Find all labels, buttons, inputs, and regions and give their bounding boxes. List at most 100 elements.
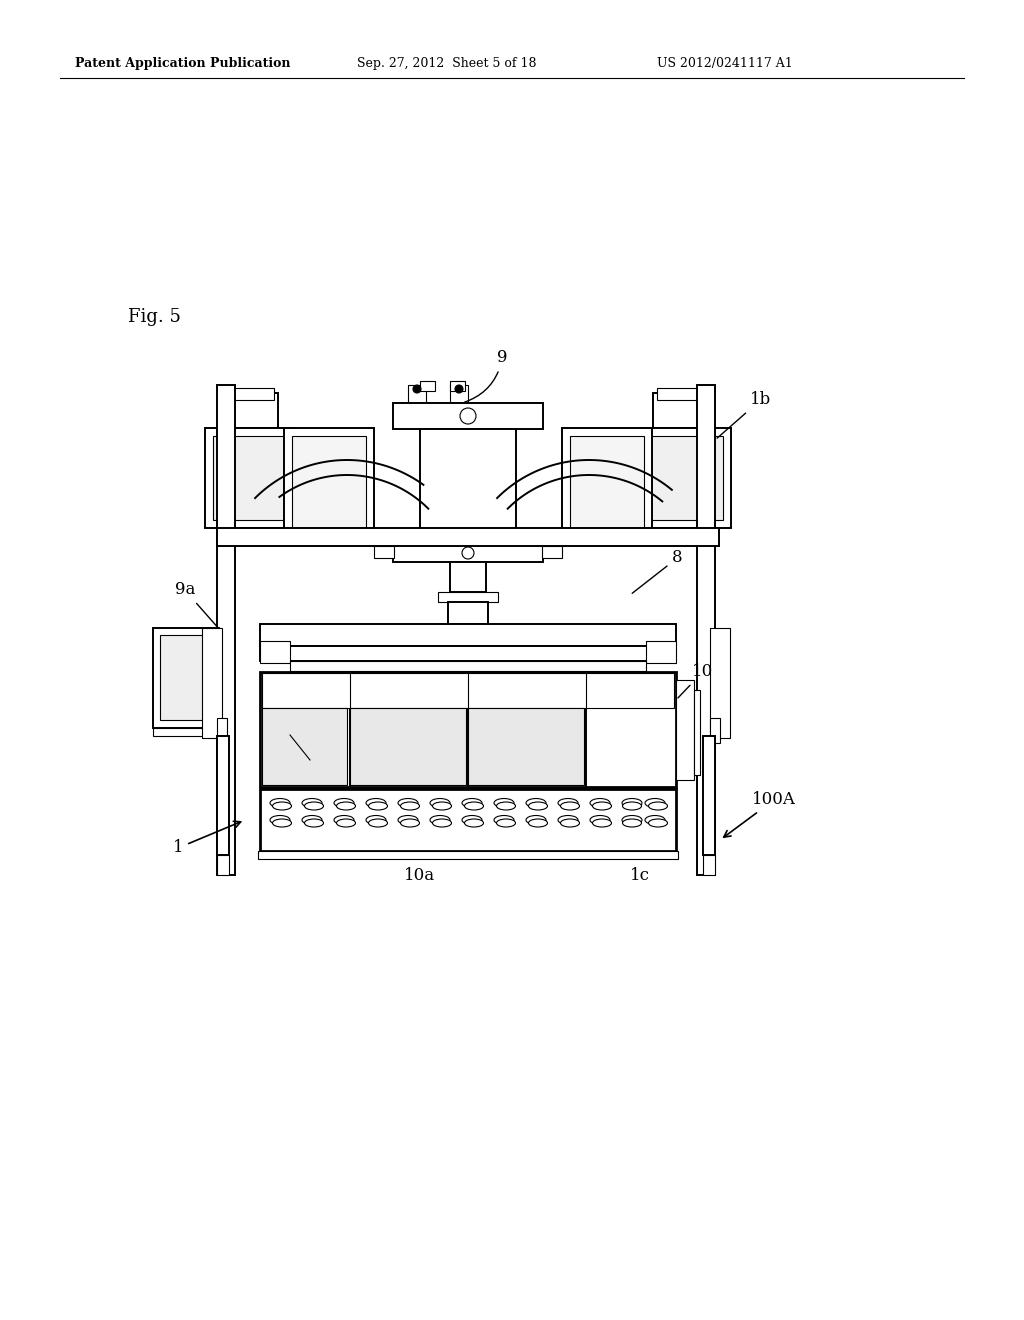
Ellipse shape bbox=[528, 803, 548, 810]
Bar bbox=[374, 546, 394, 558]
Bar bbox=[290, 661, 646, 671]
Circle shape bbox=[455, 385, 463, 393]
Ellipse shape bbox=[366, 816, 386, 825]
Ellipse shape bbox=[337, 803, 355, 810]
Text: 9a: 9a bbox=[175, 582, 218, 628]
Ellipse shape bbox=[623, 818, 641, 828]
Ellipse shape bbox=[526, 816, 546, 825]
Bar bbox=[703, 737, 715, 855]
Ellipse shape bbox=[528, 818, 548, 828]
Ellipse shape bbox=[494, 799, 514, 808]
Ellipse shape bbox=[645, 799, 665, 808]
Ellipse shape bbox=[369, 818, 387, 828]
Ellipse shape bbox=[398, 799, 418, 808]
Text: 100A: 100A bbox=[724, 792, 796, 837]
Ellipse shape bbox=[465, 818, 483, 828]
Bar bbox=[570, 436, 644, 531]
Text: Patent Application Publication: Patent Application Publication bbox=[75, 57, 291, 70]
Ellipse shape bbox=[270, 816, 290, 825]
Ellipse shape bbox=[526, 799, 546, 808]
Ellipse shape bbox=[558, 816, 578, 825]
Text: 1c: 1c bbox=[630, 867, 650, 884]
Ellipse shape bbox=[430, 799, 450, 808]
Bar bbox=[420, 429, 516, 544]
Ellipse shape bbox=[648, 803, 668, 810]
Ellipse shape bbox=[645, 816, 665, 825]
Bar bbox=[260, 624, 676, 645]
Bar bbox=[450, 562, 486, 591]
Bar bbox=[217, 385, 234, 875]
Ellipse shape bbox=[462, 799, 482, 808]
Bar bbox=[393, 544, 543, 562]
Ellipse shape bbox=[272, 803, 292, 810]
Ellipse shape bbox=[497, 818, 515, 828]
Ellipse shape bbox=[560, 803, 580, 810]
Bar bbox=[676, 680, 694, 780]
Bar bbox=[651, 436, 723, 520]
Ellipse shape bbox=[648, 818, 668, 828]
Text: 10: 10 bbox=[678, 664, 714, 698]
Bar bbox=[258, 851, 678, 859]
Ellipse shape bbox=[593, 803, 611, 810]
Ellipse shape bbox=[430, 816, 450, 825]
Bar bbox=[450, 385, 468, 403]
Bar bbox=[646, 642, 676, 663]
Bar bbox=[160, 635, 212, 719]
Bar bbox=[217, 528, 719, 546]
Bar bbox=[449, 602, 488, 624]
Bar bbox=[262, 708, 347, 785]
Ellipse shape bbox=[398, 816, 418, 825]
Bar bbox=[224, 388, 274, 400]
Ellipse shape bbox=[465, 803, 483, 810]
Ellipse shape bbox=[462, 816, 482, 825]
Bar bbox=[710, 718, 720, 743]
Ellipse shape bbox=[334, 799, 354, 808]
Bar bbox=[703, 855, 715, 875]
Ellipse shape bbox=[590, 816, 610, 825]
Bar bbox=[393, 403, 543, 429]
Bar bbox=[153, 729, 219, 737]
Bar bbox=[217, 855, 229, 875]
Ellipse shape bbox=[270, 799, 290, 808]
Text: 8: 8 bbox=[632, 549, 683, 593]
Bar bbox=[260, 789, 676, 851]
Bar bbox=[438, 591, 498, 602]
Ellipse shape bbox=[366, 799, 386, 808]
Text: US 2012/0241117 A1: US 2012/0241117 A1 bbox=[657, 57, 793, 70]
Bar bbox=[260, 672, 676, 787]
Bar bbox=[468, 708, 584, 785]
Ellipse shape bbox=[623, 803, 641, 810]
Bar bbox=[697, 385, 715, 875]
Bar bbox=[260, 642, 290, 663]
Ellipse shape bbox=[272, 818, 292, 828]
Text: Sep. 27, 2012  Sheet 5 of 18: Sep. 27, 2012 Sheet 5 of 18 bbox=[357, 57, 537, 70]
Bar bbox=[350, 708, 466, 785]
Ellipse shape bbox=[497, 803, 515, 810]
Bar bbox=[694, 690, 700, 775]
Ellipse shape bbox=[622, 816, 642, 825]
Text: 1b: 1b bbox=[717, 392, 771, 438]
Ellipse shape bbox=[302, 799, 322, 808]
Bar bbox=[153, 628, 219, 729]
Ellipse shape bbox=[304, 803, 324, 810]
Ellipse shape bbox=[400, 818, 420, 828]
Ellipse shape bbox=[400, 803, 420, 810]
Bar bbox=[262, 673, 674, 708]
Bar bbox=[653, 393, 711, 428]
Ellipse shape bbox=[590, 799, 610, 808]
Bar bbox=[710, 628, 730, 738]
Bar bbox=[408, 385, 426, 403]
Bar bbox=[562, 428, 652, 539]
Bar bbox=[260, 645, 676, 661]
Ellipse shape bbox=[302, 816, 322, 825]
Ellipse shape bbox=[369, 803, 387, 810]
Bar bbox=[217, 718, 227, 743]
Ellipse shape bbox=[558, 799, 578, 808]
Bar bbox=[292, 436, 366, 531]
Circle shape bbox=[413, 385, 421, 393]
Text: 1: 1 bbox=[173, 821, 241, 857]
Text: Fig. 5: Fig. 5 bbox=[128, 308, 181, 326]
Bar bbox=[220, 393, 278, 428]
Bar bbox=[542, 546, 562, 558]
Bar bbox=[217, 737, 229, 855]
